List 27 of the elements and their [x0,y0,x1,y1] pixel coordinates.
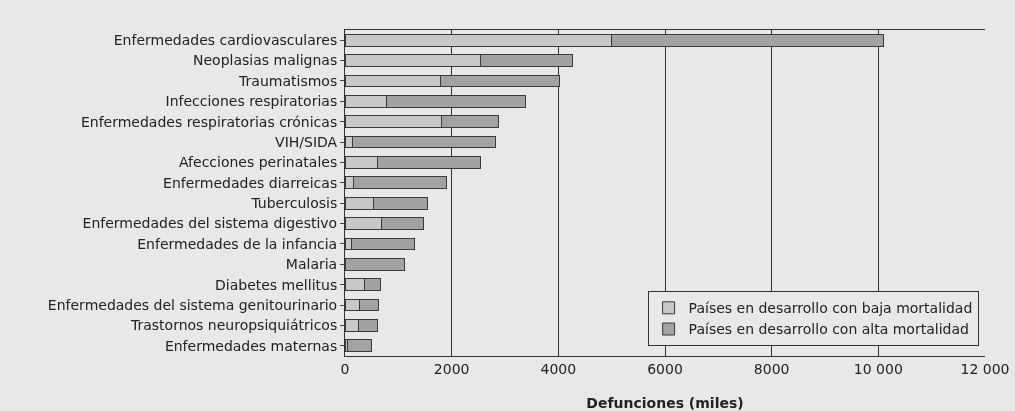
y-tick-label: Malaria [285,256,338,273]
y-tick-label: Afecciones perinatales [179,154,338,171]
x-tick-label: 6000 [647,360,683,377]
y-tick-label: Infecciones respiratorias [165,93,338,110]
legend-label: Países en desarrollo con alta mortalidad [688,321,969,338]
y-tick-label: Tuberculosis [250,195,338,212]
x-axis-title: Defunciones (miles) [586,395,744,411]
y-tick-label: Enfermedades de la infancia [137,235,338,252]
bar [347,339,373,353]
y-tick-label: Enfermedades maternas [164,337,338,354]
x-tick-label: 8000 [753,360,790,377]
legend-label: Países en desarrollo con baja mortalidad [688,300,973,317]
y-tick-label: Diabetes mellitus [215,276,338,293]
y-tick-label: Trastornos neuropsiquiátricos [129,317,338,334]
y-tick-label: Enfermedades respiratorias crónicas [80,113,338,130]
y-tick-label: Enfermedades cardiovasculares [113,32,338,49]
x-tick-label: 2000 [433,360,470,377]
x-tick-label: 10 000 [853,360,903,377]
x-tick-label: 12 000 [960,360,1010,377]
y-tick-label: Traumatismos [238,72,338,89]
y-tick-label: Enfermedades diarreicas [163,174,338,191]
y-tick-label: Enfermedades del sistema digestivo [82,215,338,232]
y-tick-label: Neoplasias malignas [193,52,338,69]
y-tick-label: VIH/SIDA [275,133,338,150]
x-tick-label: 0 [340,360,350,377]
x-tick-label: 4000 [540,360,577,377]
y-tick-label: Enfermedades del sistema genitourinario [47,296,338,313]
